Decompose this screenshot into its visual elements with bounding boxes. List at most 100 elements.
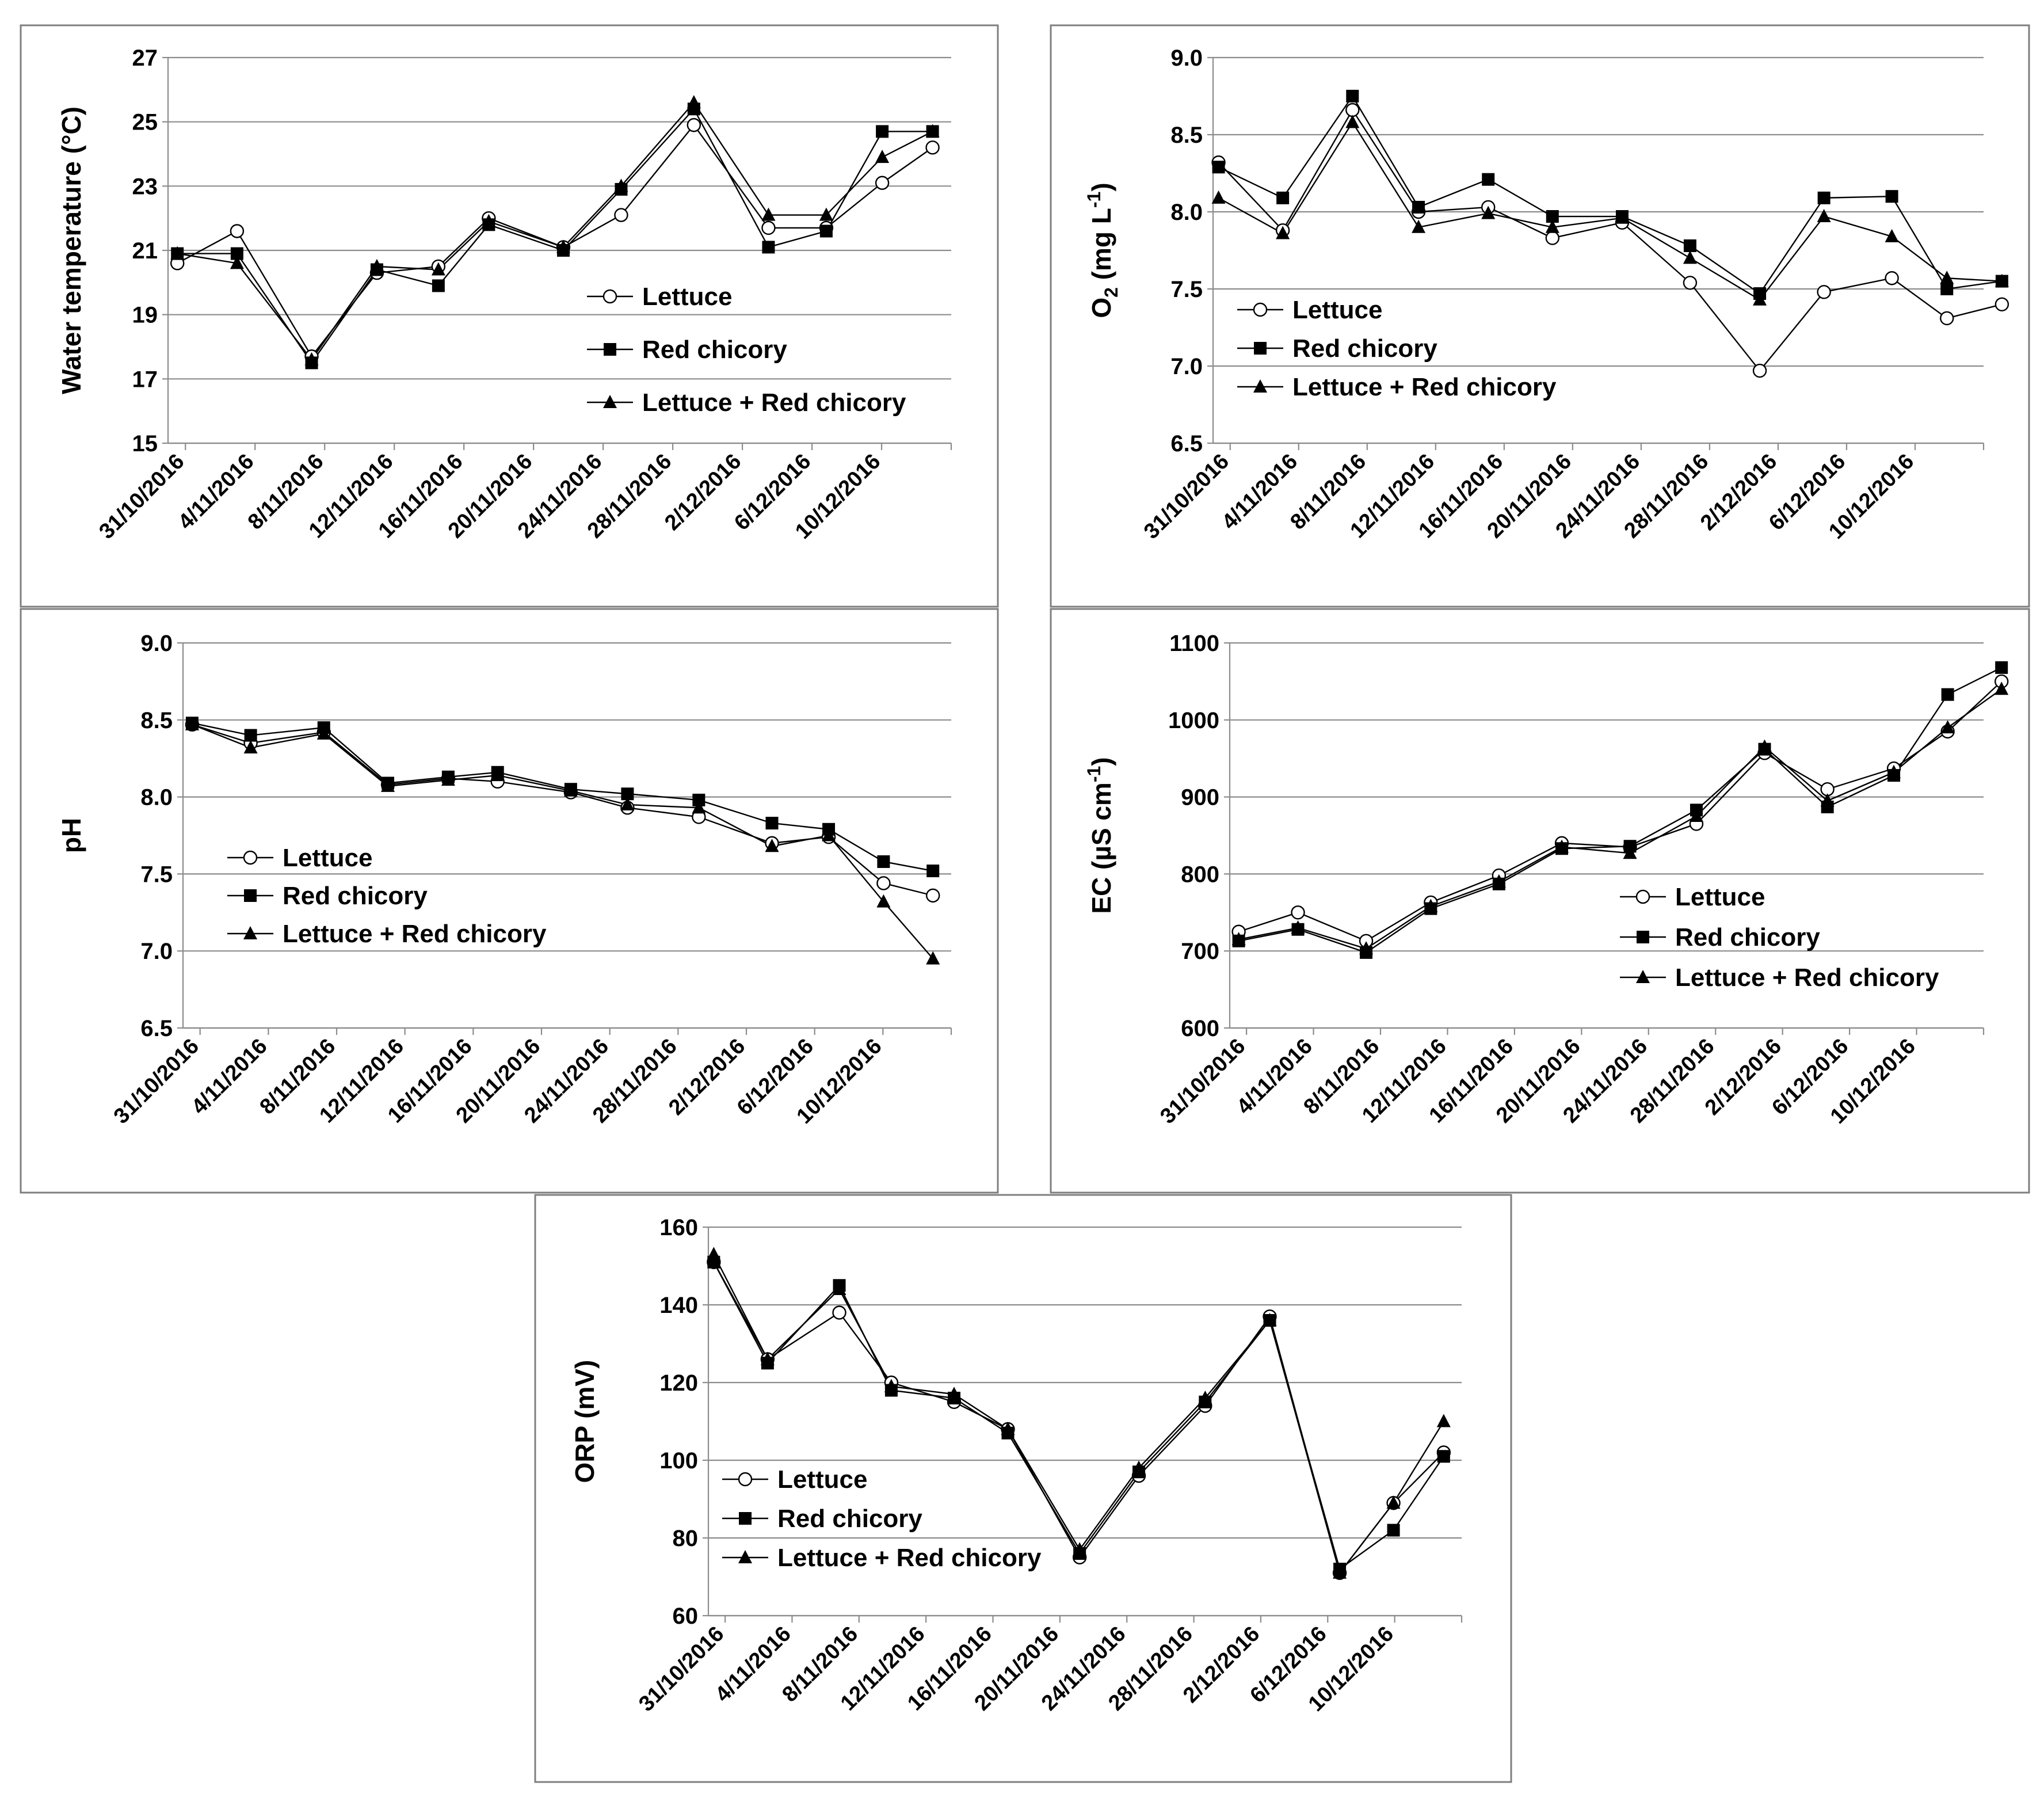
legend-marker-triangle [1636,970,1650,983]
y-axis-label-part: ) [1086,757,1116,766]
data-point-triangle [1555,839,1569,853]
y-tick-label: 1000 [1168,708,1219,733]
data-point-triangle [490,768,505,782]
data-point-circle-open [926,888,940,903]
legend-marker-circle-open [1253,302,1268,317]
series-line-square [1218,94,2003,295]
data-point-triangle [1132,1460,1146,1474]
data-point-square [1212,161,1225,174]
data-point-triangle [381,778,395,792]
y-tick-label: 160 [659,1215,698,1240]
data-point-triangle [876,894,891,908]
data-point-triangle [614,178,628,192]
y-axis-label: ORP (mV) [570,1360,600,1483]
data-point-square [926,865,940,878]
data-point-triangle [1481,205,1496,219]
y-tick-label: 700 [1181,939,1219,964]
legend-marker-square [1254,342,1267,355]
legend-marker-triangle [603,395,617,408]
y-tick-label: 6.5 [1170,431,1203,456]
legend-label: Red chicory [642,336,787,364]
data-point-triangle [1231,932,1246,946]
data-point-square [765,817,779,830]
legend-label: Red chicory [283,882,428,910]
data-point-circle-open [875,176,890,190]
data-point-triangle [926,951,940,965]
panel-frame-dissolved-oxygen [1050,24,2030,608]
data-point-triangle [1276,226,1290,239]
data-point-circle-open [1885,271,1899,285]
y-tick-label: 8.5 [1170,123,1203,148]
series-line-square [177,108,933,364]
data-point-square [1346,90,1359,102]
legend-marker-square [1637,931,1649,943]
legend-label: Lettuce + Red chicory [1292,373,1557,401]
legend-label: Lettuce + Red chicory [642,389,906,417]
legend-marker-square [739,1512,752,1525]
data-point-circle-open [876,876,891,890]
data-point-square [1276,191,1290,204]
y-tick-label: 8.0 [1170,200,1203,225]
data-point-circle-open [1995,297,2009,311]
data-point-triangle [170,246,185,260]
data-point-triangle [832,1282,846,1295]
y-axis-label-part: O [1086,298,1116,318]
x-tick-label: 4/11/2016 [174,450,259,535]
y-tick-label: 8.5 [140,708,173,733]
legend-marker-circle-open [243,850,258,865]
y-axis-label-part: -1 [1084,766,1104,782]
data-point-triangle [243,740,258,753]
data-point-triangle [1820,793,1835,807]
data-point-square [1387,1524,1400,1537]
y-axis-label-part: EC (µS cm [1086,782,1116,913]
y-tick-label: 9.0 [140,631,173,656]
data-point-square [1412,200,1425,214]
panel-frame-electrical-conductivity [1050,608,2030,1194]
y-axis-label-part: ) [1086,182,1116,191]
y-tick-label: 1100 [1169,631,1219,656]
data-point-square [1885,190,1898,203]
data-point-triangle [1073,1542,1087,1556]
data-point-triangle [482,214,496,227]
data-point-square [1940,283,1954,295]
data-point-square [692,793,706,806]
data-point-triangle [947,1387,961,1400]
data-point-circle-open [832,1305,846,1320]
data-point-circle-open [761,220,776,235]
legend-label: Lettuce + Red chicory [777,1544,1042,1572]
legend-label: Lettuce [283,844,372,872]
y-axis-label-part: -1 [1084,192,1104,208]
data-point-circle-open [1940,311,1954,326]
data-point-triangle [1940,720,1955,734]
data-point-square [621,787,634,801]
panel-frame-water-temperature [20,24,999,608]
data-point-triangle [1291,920,1305,934]
data-point-square [877,855,890,868]
y-tick-label: 27 [132,45,158,71]
data-point-circle-open [925,140,940,155]
data-point-triangle [1757,739,1772,753]
data-point-triangle [1333,1565,1347,1579]
y-tick-label: 17 [132,367,158,392]
y-tick-label: 7.0 [1170,354,1203,379]
data-point-triangle [1615,210,1629,224]
data-point-square [1683,239,1696,252]
y-tick-label: 80 [673,1526,699,1551]
y-tick-label: 23 [132,174,158,199]
y-tick-label: 140 [659,1293,698,1318]
y-tick-label: 120 [659,1370,698,1396]
legend-label: Lettuce [1292,296,1382,324]
legend-marker-triangle [243,926,257,939]
data-point-triangle [765,839,779,852]
data-point-triangle [875,150,890,163]
series-line-circle-open [177,124,933,358]
y-tick-label: 900 [1181,785,1219,810]
data-point-circle-open [1752,363,1767,378]
data-point-circle-open [230,224,245,238]
data-point-triangle [819,207,833,221]
data-point-triangle [316,726,331,740]
data-point-circle-open [1545,231,1559,245]
data-point-square [1546,210,1559,223]
data-point-triangle [1345,115,1360,128]
